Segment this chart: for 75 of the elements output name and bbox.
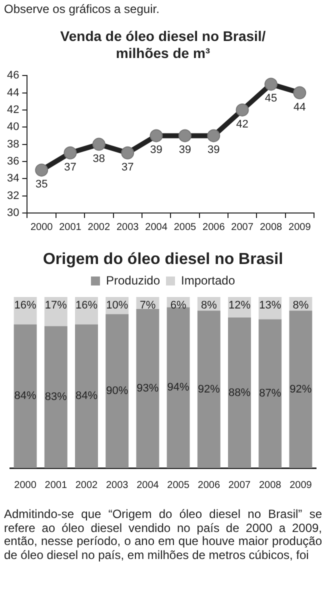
x-tick-label: 2005 [167,480,190,491]
data-label: 38 [92,152,106,164]
y-tick-label: 40 [6,120,20,133]
data-label: 39 [208,144,220,156]
data-label: 16% [75,299,98,312]
y-tick-label: 32 [6,189,20,202]
x-tick-label: 2007 [231,221,254,232]
x-tick-label: 2002 [75,480,98,491]
y-tick-label: 30 [6,206,20,219]
data-label: 93% [136,382,159,394]
data-label: 92% [198,383,220,396]
data-label: 10% [106,299,128,312]
data-label: 7% [140,299,156,312]
x-tick-label: 2008 [260,221,283,232]
x-tick-label: 2004 [136,480,160,491]
x-tick-label: 2006 [198,480,220,491]
x-tick-label: 2007 [228,480,252,491]
y-tick-label: 34 [6,172,20,184]
bar [136,308,160,468]
data-label: 8% [292,299,309,312]
data-label: 44 [294,100,306,113]
bar [106,314,129,468]
x-tick-label: 2002 [88,221,110,232]
x-tick-label: 2006 [202,221,226,232]
data-label: 37 [64,161,76,174]
y-tick-label: 44 [6,86,20,98]
x-tick-label: 2004 [145,221,168,232]
legend-label: Produzido [106,273,160,288]
data-label: 84% [75,390,98,402]
data-label: 83% [44,390,68,403]
bar [197,310,220,468]
x-tick-label: 2003 [106,480,129,491]
bar [14,324,37,468]
data-label: 37 [121,161,134,174]
legend-label: Importado [181,273,236,288]
bar [258,319,282,468]
x-tick-label: 2001 [44,480,68,491]
data-label: 6% [170,299,186,312]
bar [75,324,98,468]
text: Admitindo-se que “Origem do óleo diesel no Brasil” se refere ao óleo diesel vendido no país de 2000 a 2009, então, nesse período, o ano em que houve maior produção de óleo diesel no país, em milhões de metros cúbicos, foi [4,506,322,563]
data-label: 13% [259,299,282,312]
bar [289,310,312,468]
x-tick-label: 2009 [290,480,312,491]
data-label: 39 [150,144,162,156]
data-label: 92% [290,383,312,396]
x-tick-label: 2001 [59,221,82,232]
x-tick-label: 2005 [174,221,197,232]
y-tick-label: 38 [6,138,20,150]
data-label: 84% [14,390,37,402]
x-tick-label: 2009 [288,221,312,232]
data-label: 39 [178,144,192,156]
data-label: 16% [14,299,37,312]
x-tick-label: 2008 [258,480,282,491]
bar [228,317,251,468]
data-label: 45 [264,92,278,104]
data-label: 35 [35,178,48,190]
x-tick-label: 2000 [14,480,37,491]
y-tick-label: 42 [6,104,20,116]
y-tick-label: 36 [6,155,20,168]
data-label: 8% [200,299,218,312]
x-tick-label: 2000 [30,221,54,232]
data-label: 94% [167,381,190,394]
chart-title: Origem do óleo diesel no Brasil [42,250,284,269]
y-tick-label: 46 [6,69,20,82]
bar [44,326,68,468]
text: Observe os gráficos a seguir. [4,2,160,16]
data-label: 17% [44,299,68,312]
data-label: 87% [259,387,282,400]
chart-title: Venda de óleo diesel no Brasil/ milhões de m³ [59,28,267,62]
bar [166,307,190,468]
data-label: 12% [228,299,251,312]
x-tick-label: 2003 [116,221,140,232]
data-label: 90% [106,384,128,397]
data-label: 42 [236,118,248,130]
data-label: 88% [228,386,251,399]
